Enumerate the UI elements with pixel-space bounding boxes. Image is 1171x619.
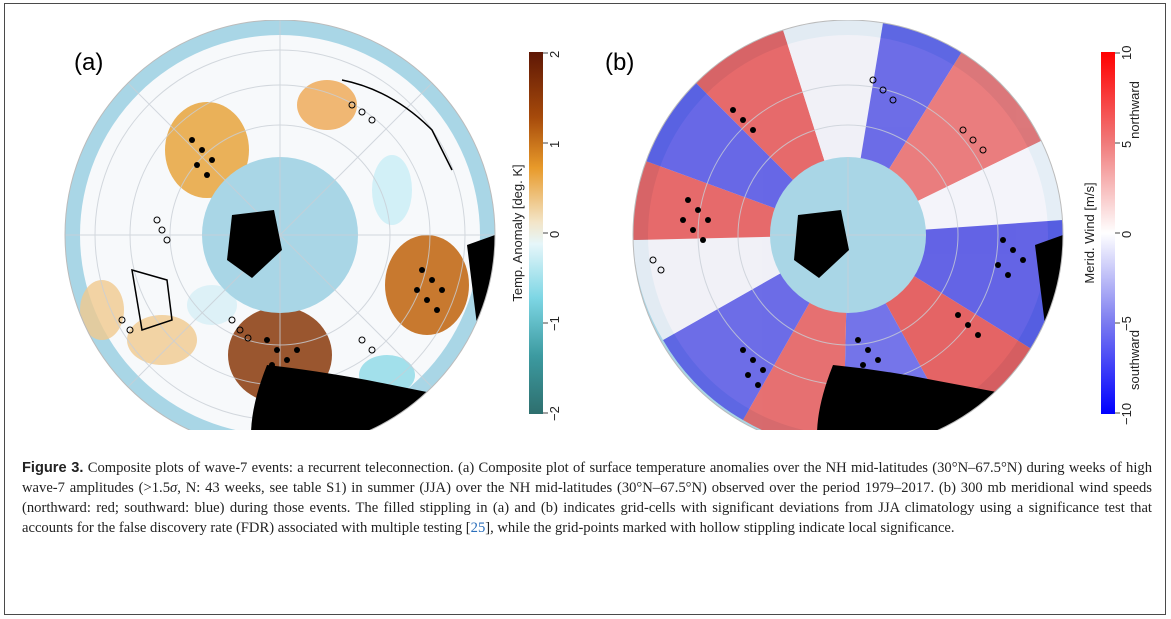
tick-label: −5	[1119, 316, 1134, 331]
caption-text-1: Composite plots of wave-7 events: a recu…	[22, 460, 1152, 496]
panel-a: (a) 2 1 0 −1 −2 Temp. Anomaly [deg. K]	[12, 19, 562, 451]
tick-label: −1	[547, 316, 562, 331]
tick-label: 0	[1119, 231, 1134, 238]
colorbar-a-title: Temp. Anomaly [deg. K]	[510, 164, 525, 301]
panel-b-label: (b)	[605, 49, 634, 76]
colorbar-b-southward-label: southward	[1127, 330, 1142, 390]
tick-label: −10	[1119, 403, 1134, 425]
colorbar-b-title: Merid. Wind [m/s]	[1082, 182, 1097, 283]
colorbar-b	[1101, 52, 1115, 414]
panel-a-figure: (a) 2 1 0 −1 −2 Temp. Anomaly [deg. K]	[64, 19, 562, 451]
tick-label: 0	[547, 231, 562, 238]
colorbar-b-northward-label: northward	[1127, 81, 1142, 139]
tick-label: 2	[547, 51, 562, 58]
colorbar-a-ticks	[543, 52, 548, 414]
figure-label: Figure 3.	[22, 460, 84, 476]
reference-link[interactable]: 25	[470, 520, 486, 536]
tick-label: −2	[547, 406, 562, 421]
panel-a-label: (a)	[74, 49, 103, 76]
map-a	[65, 20, 495, 450]
colorbar-b-tick-labels: 10 5 0 −5 −10	[1119, 46, 1134, 425]
tick-label: 1	[547, 141, 562, 148]
colorbar-b-ticks	[1115, 52, 1120, 414]
colorbar-a	[529, 52, 543, 414]
map-b	[633, 20, 1063, 450]
caption-text-2: , N: 43 weeks, see table S1) in summer (…	[22, 480, 1152, 536]
panel-b: (b) 10 5 0 −5 −10 Merid. Wind [m/s] nort…	[583, 19, 1143, 451]
figure-caption: Figure 3. Composite plots of wave-7 even…	[22, 458, 1152, 538]
panel-b-figure: (b) 10 5 0 −5 −10 Merid. Wind [m/s] nort…	[605, 19, 1142, 451]
caption-sigma: σ	[170, 480, 178, 496]
caption-text-3: ], while the grid-points marked with hol…	[485, 520, 955, 536]
tick-label: 10	[1119, 46, 1134, 60]
tick-label: 5	[1119, 141, 1134, 148]
colorbar-a-tick-labels: 2 1 0 −1 −2	[547, 51, 562, 421]
figure-frame	[4, 3, 1166, 615]
